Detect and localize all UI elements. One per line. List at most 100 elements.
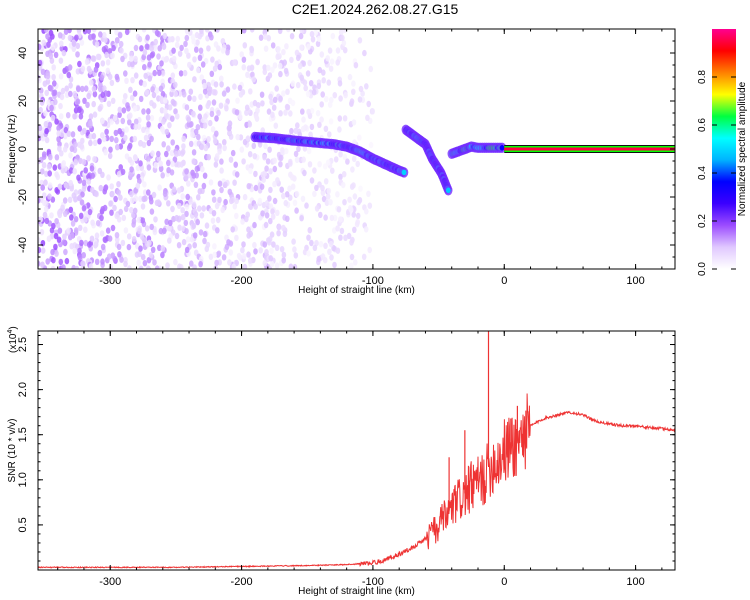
spectrogram-noise-cell xyxy=(49,85,54,92)
spectrogram-noise-cell xyxy=(287,185,292,192)
spectrogram-noise-cell xyxy=(264,212,270,219)
spectrogram-noise-cell xyxy=(278,154,284,161)
spectrogram-noise-cell xyxy=(53,98,58,106)
spectrogram-noise-cell xyxy=(88,139,93,147)
spectrogram-noise-cell xyxy=(345,158,350,165)
spectrogram-noise-cell xyxy=(164,128,170,136)
spectrogram-noise-cell xyxy=(279,246,285,253)
spectrogram-noise-cell xyxy=(224,105,229,112)
spectrogram-noise-cell xyxy=(166,167,171,174)
spectrogram-noise-cell xyxy=(328,65,334,72)
spectrogram-noise-cell xyxy=(194,46,199,53)
spectrogram-noise-cell xyxy=(335,191,340,198)
spectrogram-noise-cell xyxy=(106,253,112,260)
spectrogram-noise-cell xyxy=(151,91,157,99)
spectrogram-noise-cell xyxy=(44,89,49,97)
spectrogram-noise-cell xyxy=(47,193,52,200)
spectrogram-noise-cell xyxy=(323,214,328,221)
spectrogram-noise-cell xyxy=(86,29,92,34)
spectrogram-noise-cell xyxy=(263,221,269,229)
spectrogram-noise-cell xyxy=(343,234,348,241)
spectrogram-noise-cell xyxy=(190,34,196,41)
colorbar-tick-label: 0.6 xyxy=(697,118,708,132)
spectrogram-noise-cell xyxy=(216,250,222,257)
spectrogram-noise-cell xyxy=(129,190,134,198)
spectrogram-noise-cell xyxy=(78,113,84,120)
spectrogram-noise-cell xyxy=(338,29,344,36)
spectrogram-noise-cell xyxy=(198,261,203,268)
spectrogram-noise-cell xyxy=(264,165,269,172)
spectrogram-noise-cell xyxy=(321,77,327,84)
spectrogram-noise-cell xyxy=(151,102,157,109)
spectrogram-noise-cell xyxy=(49,212,54,219)
spectrogram-noise-cell xyxy=(91,100,96,108)
spectrogram-noise-cell xyxy=(246,65,252,72)
spectrogram-noise-cell xyxy=(71,45,77,52)
spectrogram-noise-cell xyxy=(60,87,66,95)
spectrogram-noise-cell xyxy=(188,198,193,205)
spectrogram-noise-cell xyxy=(188,140,194,148)
spectrogram-noise-cell xyxy=(91,132,97,140)
spectrogram-noise-cell xyxy=(205,102,210,110)
spectrogram-noise-cell xyxy=(193,249,199,256)
spectrogram-noise-cell xyxy=(294,190,300,198)
spectrogram-noise-cell xyxy=(289,127,294,135)
spectrogram-noise-cell xyxy=(234,259,239,267)
spectrogram-noise-cell xyxy=(72,247,78,255)
spectrogram-noise-cell xyxy=(38,197,41,204)
spectrogram-noise-cell xyxy=(232,203,238,210)
snr-xtick-label: -300 xyxy=(99,576,121,588)
spectrogram-noise-cell xyxy=(347,73,353,81)
spectrogram-noise-cell xyxy=(204,222,210,229)
spectrogram-noise-cell xyxy=(215,227,220,234)
spectrogram-noise-cell xyxy=(206,45,211,52)
spectrogram-noise-cell xyxy=(298,32,304,40)
spectrogram-noise-cell xyxy=(200,116,206,124)
spectrogram-noise-cell xyxy=(68,167,74,174)
spectrogram-noise-cell xyxy=(103,36,108,44)
spectrogram-noise-cell xyxy=(149,45,154,52)
spectrogram-noise-cell xyxy=(110,52,115,59)
spectrogram-noise-cell xyxy=(86,92,91,100)
spectrogram-noise-cell xyxy=(325,55,331,62)
spectrogram-noise-cell xyxy=(234,212,239,220)
spectrogram-noise-cell xyxy=(294,49,300,56)
spectrogram-noise-cell xyxy=(113,129,119,137)
spectrogram-ytick-label: -20 xyxy=(17,189,29,205)
spectrogram-noise-cell xyxy=(179,44,184,52)
spectrogram-noise-cell xyxy=(364,208,369,215)
spectrogram-noise-cell xyxy=(40,247,46,254)
spectrogram-noise-cell xyxy=(319,101,325,108)
spectrogram-noise-cell xyxy=(328,240,334,248)
spectrogram-noise-cell xyxy=(47,121,53,129)
spectrogram-noise-cell xyxy=(202,237,207,245)
spectrogram-noise-cell xyxy=(148,252,154,259)
spectrogram-noise-cell xyxy=(335,247,341,254)
spectrogram-noise-cell xyxy=(265,158,271,165)
spectrogram-noise-cell xyxy=(187,61,192,69)
spectrogram-noise-cell xyxy=(166,159,171,167)
spectrogram-noise-cell xyxy=(183,40,188,48)
spectrogram-noise-cell xyxy=(278,95,283,102)
spectrogram-noise-cell xyxy=(350,166,355,173)
spectrogram-noise-cell xyxy=(282,230,288,238)
spectrogram-noise-cell xyxy=(154,87,160,94)
spectrogram-noise-cell xyxy=(38,59,43,67)
spectrogram-noise-cell xyxy=(275,209,280,216)
spectrogram-noise-cell xyxy=(332,214,338,222)
spectrogram-noise-cell xyxy=(77,247,82,255)
spectrogram-noise-cell xyxy=(337,115,343,122)
spectrogram-noise-cell xyxy=(281,257,287,264)
spectrogram-noise-cell xyxy=(54,171,59,178)
spectrogram-noise-cell xyxy=(57,141,62,148)
snr-ytick-label: 1.0 xyxy=(17,472,29,487)
spectrogram-noise-cell xyxy=(293,150,299,158)
spectrogram-noise-cell xyxy=(157,184,162,191)
spectrogram-noise-cell xyxy=(228,240,234,247)
spectrogram-noise-cell xyxy=(141,195,147,203)
spectrogram-noise-cell xyxy=(304,202,309,209)
spectrogram-noise-cell xyxy=(40,184,45,191)
spectrogram-noise-cell xyxy=(170,72,176,79)
spectrogram-noise-cell xyxy=(90,172,95,179)
spectrogram-noise-cell xyxy=(237,84,243,92)
